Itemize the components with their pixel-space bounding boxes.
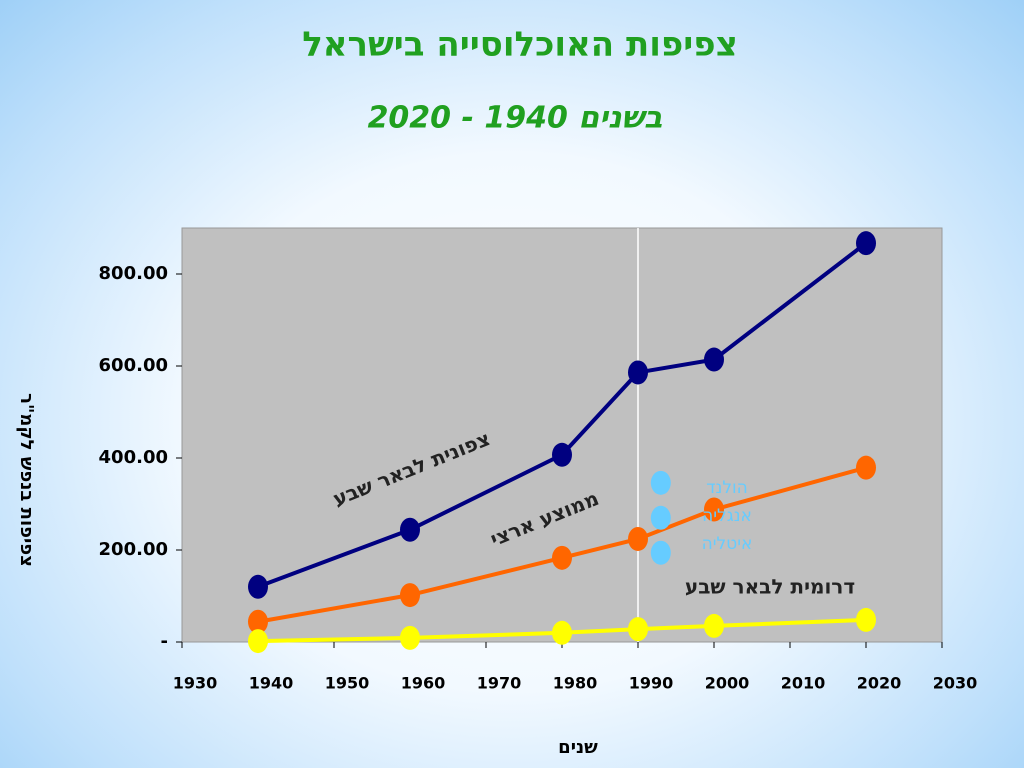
x-tick-label: 1990 xyxy=(629,674,674,693)
x-tick-label: 1980 xyxy=(553,674,598,693)
x-tick-label: 2030 xyxy=(933,674,978,693)
marker xyxy=(704,497,724,522)
chart-title: צפיפות האוכלוסייה בישראל xyxy=(302,25,738,65)
series-label: דרומית לבאר שבע xyxy=(685,575,855,599)
series-line xyxy=(257,241,868,589)
marker xyxy=(628,526,648,551)
x-tick-label: 1960 xyxy=(401,674,446,693)
marker xyxy=(400,583,420,608)
x-tick-label: 2020 xyxy=(857,674,902,693)
x-tick-label: 1950 xyxy=(325,674,370,693)
country-marker xyxy=(650,540,671,565)
marker xyxy=(628,617,648,642)
marker xyxy=(552,442,572,467)
country-marker xyxy=(650,505,671,530)
x-tick-label: 2010 xyxy=(781,674,826,693)
marker xyxy=(704,347,724,372)
marker xyxy=(552,620,572,645)
y-axis-label: צפיפות בנפש לקמ"ר xyxy=(16,393,37,567)
y-tick-label: - xyxy=(161,631,168,652)
plot-area xyxy=(181,227,943,643)
marker xyxy=(856,607,876,632)
marker xyxy=(400,517,420,542)
x-tick-label: 1930 xyxy=(173,674,218,693)
series-line xyxy=(257,617,867,644)
marker xyxy=(628,360,648,385)
x-tick-label: 2000 xyxy=(705,674,750,693)
series-line xyxy=(257,465,867,624)
marker xyxy=(856,231,876,256)
marker xyxy=(400,625,420,650)
x-axis-label: שנים xyxy=(558,737,598,758)
marker xyxy=(704,613,724,638)
marker xyxy=(856,455,876,480)
x-tick-label: 1970 xyxy=(477,674,522,693)
y-tick-label: 200.00 xyxy=(99,539,168,560)
marker xyxy=(248,629,268,654)
marker xyxy=(552,545,572,570)
country-label: הולנד xyxy=(706,478,748,498)
marker xyxy=(248,574,268,599)
marker xyxy=(248,609,268,634)
country-marker xyxy=(650,470,671,495)
y-tick-label: 400.00 xyxy=(99,447,168,468)
country-label: אנגליה xyxy=(702,506,752,526)
chart-subtitle: בשנים 1940 - 2020 xyxy=(368,101,663,136)
x-tick-label: 1940 xyxy=(249,674,294,693)
y-tick-label: 800.00 xyxy=(99,263,168,284)
y-tick-label: 600.00 xyxy=(99,355,168,376)
country-label: איטליה xyxy=(702,534,753,554)
